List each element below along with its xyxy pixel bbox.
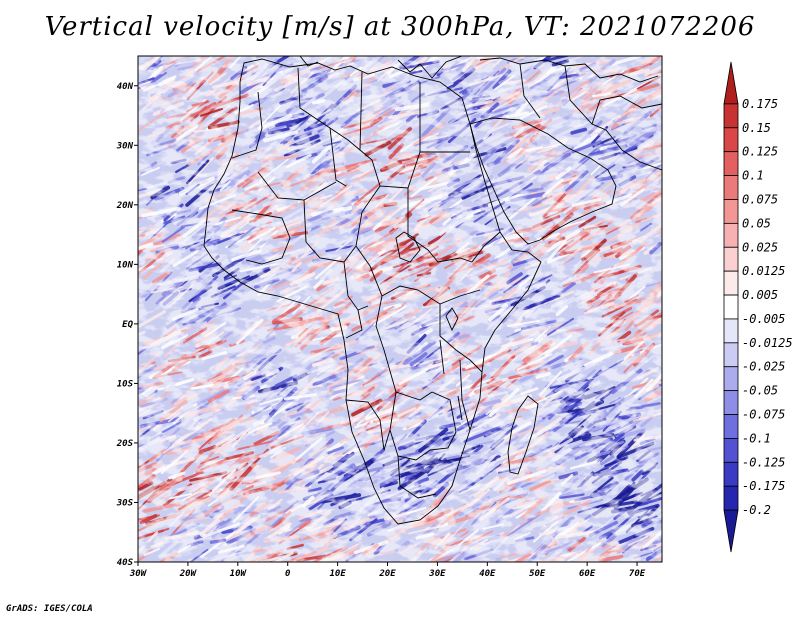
- middle-east-borders: [479, 57, 662, 171]
- x-tick-label: 10E: [329, 569, 346, 579]
- colorbar-top-arrow: [723, 61, 739, 105]
- colorbar-label: 0.025: [742, 240, 778, 254]
- colorbar-label: -0.0125: [742, 336, 793, 350]
- x-tick-label: 20E: [378, 569, 396, 579]
- colorbar-swatch: [723, 175, 739, 200]
- colorbar-label: -0.175: [742, 479, 785, 493]
- x-tick-label: 0: [285, 569, 291, 579]
- y-tick-label: EQ: [122, 320, 133, 330]
- x-tick-label: 40E: [479, 569, 496, 579]
- y-axis: 40N 30N 20N 10N EQ 10S 20S 30S 40S: [116, 82, 138, 568]
- colorbar-label: 0.005: [742, 288, 778, 302]
- colorbar-label: 0.15: [742, 121, 771, 135]
- x-tick-label: 20W: [179, 569, 198, 579]
- colorbar-swatch: [723, 103, 739, 129]
- colorbar-label: 0.075: [742, 192, 778, 206]
- x-tick-label: 70E: [629, 569, 646, 579]
- texture-overlay: [138, 56, 662, 562]
- arabia-outline: [469, 117, 617, 245]
- credit-label: GrADS: IGES/COLA: [6, 604, 93, 614]
- colorbar-swatch: [723, 390, 739, 415]
- colorbar-label: -0.1: [742, 431, 771, 445]
- colorbar-swatch: [723, 461, 739, 487]
- colorbar-label: 0.125: [742, 145, 778, 159]
- colorbar-swatch: [723, 294, 739, 320]
- colorbar-swatch: [723, 246, 739, 272]
- x-tick-label: 50E: [529, 569, 546, 579]
- map-panel: [138, 56, 662, 562]
- x-tick-label: 30W: [129, 569, 148, 579]
- colorbar-swatch: [723, 199, 739, 224]
- colorbar-label: -0.2: [742, 503, 771, 517]
- x-axis: 30W 20W 10W 0 10E 20E 30E 40E 50E 60E 70E: [129, 562, 646, 579]
- x-tick-label: 10W: [230, 569, 248, 579]
- colorbar-swatch: [723, 438, 739, 463]
- colorbar-swatch: [723, 414, 739, 439]
- lake-chad-region: [395, 231, 421, 263]
- colorbar-label: 0.1: [742, 169, 764, 183]
- great-lakes: [439, 307, 463, 421]
- europe-coast: [299, 56, 463, 79]
- colorbar-swatch: [723, 485, 739, 511]
- colorbar-label: -0.125: [742, 455, 785, 469]
- colorbar-swatch: [723, 366, 739, 392]
- colorbar-label: -0.05: [742, 384, 778, 398]
- colorbar-bottom-arrow: [723, 509, 739, 553]
- colorbar-label: -0.005: [742, 312, 785, 326]
- colorbar-label: 0.175: [742, 97, 778, 111]
- colorbar-swatch: [723, 151, 739, 176]
- y-tick-label: 10N: [117, 260, 134, 270]
- x-tick-label: 60E: [579, 569, 596, 579]
- madagascar-outline: [507, 395, 539, 475]
- colorbar-swatch: [723, 270, 739, 296]
- africa-internal-borders: [231, 67, 501, 499]
- map-frame: [137, 55, 663, 563]
- y-tick-label: 20S: [116, 439, 134, 449]
- colorbar-swatch: [723, 222, 739, 248]
- colorbar-swatch: [723, 127, 739, 153]
- y-tick-label: 40S: [117, 558, 134, 568]
- colorbar-label: 0.05: [742, 216, 771, 230]
- colorbar: 0.175 0.15 0.125 0.1 0.075 0.05 0.025 0.0125 0.0…: [723, 61, 793, 553]
- y-tick-label: 30S: [116, 498, 134, 508]
- colorbar-label: -0.025: [742, 360, 785, 374]
- chart-title: Vertical velocity [m/s] at 300hPa, VT: 2…: [44, 12, 756, 42]
- y-tick-label: 40N: [117, 82, 134, 92]
- x-tick-label: 30E: [428, 569, 446, 579]
- country-borders: [203, 56, 662, 525]
- colorbar-label: 0.0125: [742, 264, 785, 278]
- y-tick-label: 30N: [116, 141, 134, 151]
- y-tick-label: 10S: [117, 379, 134, 389]
- colorbar-swatch: [723, 342, 739, 368]
- colorbar-label: -0.075: [742, 408, 785, 422]
- y-tick-label: 20N: [116, 201, 134, 211]
- africa-coastline: [203, 58, 542, 525]
- colorbar-swatch: [723, 318, 739, 344]
